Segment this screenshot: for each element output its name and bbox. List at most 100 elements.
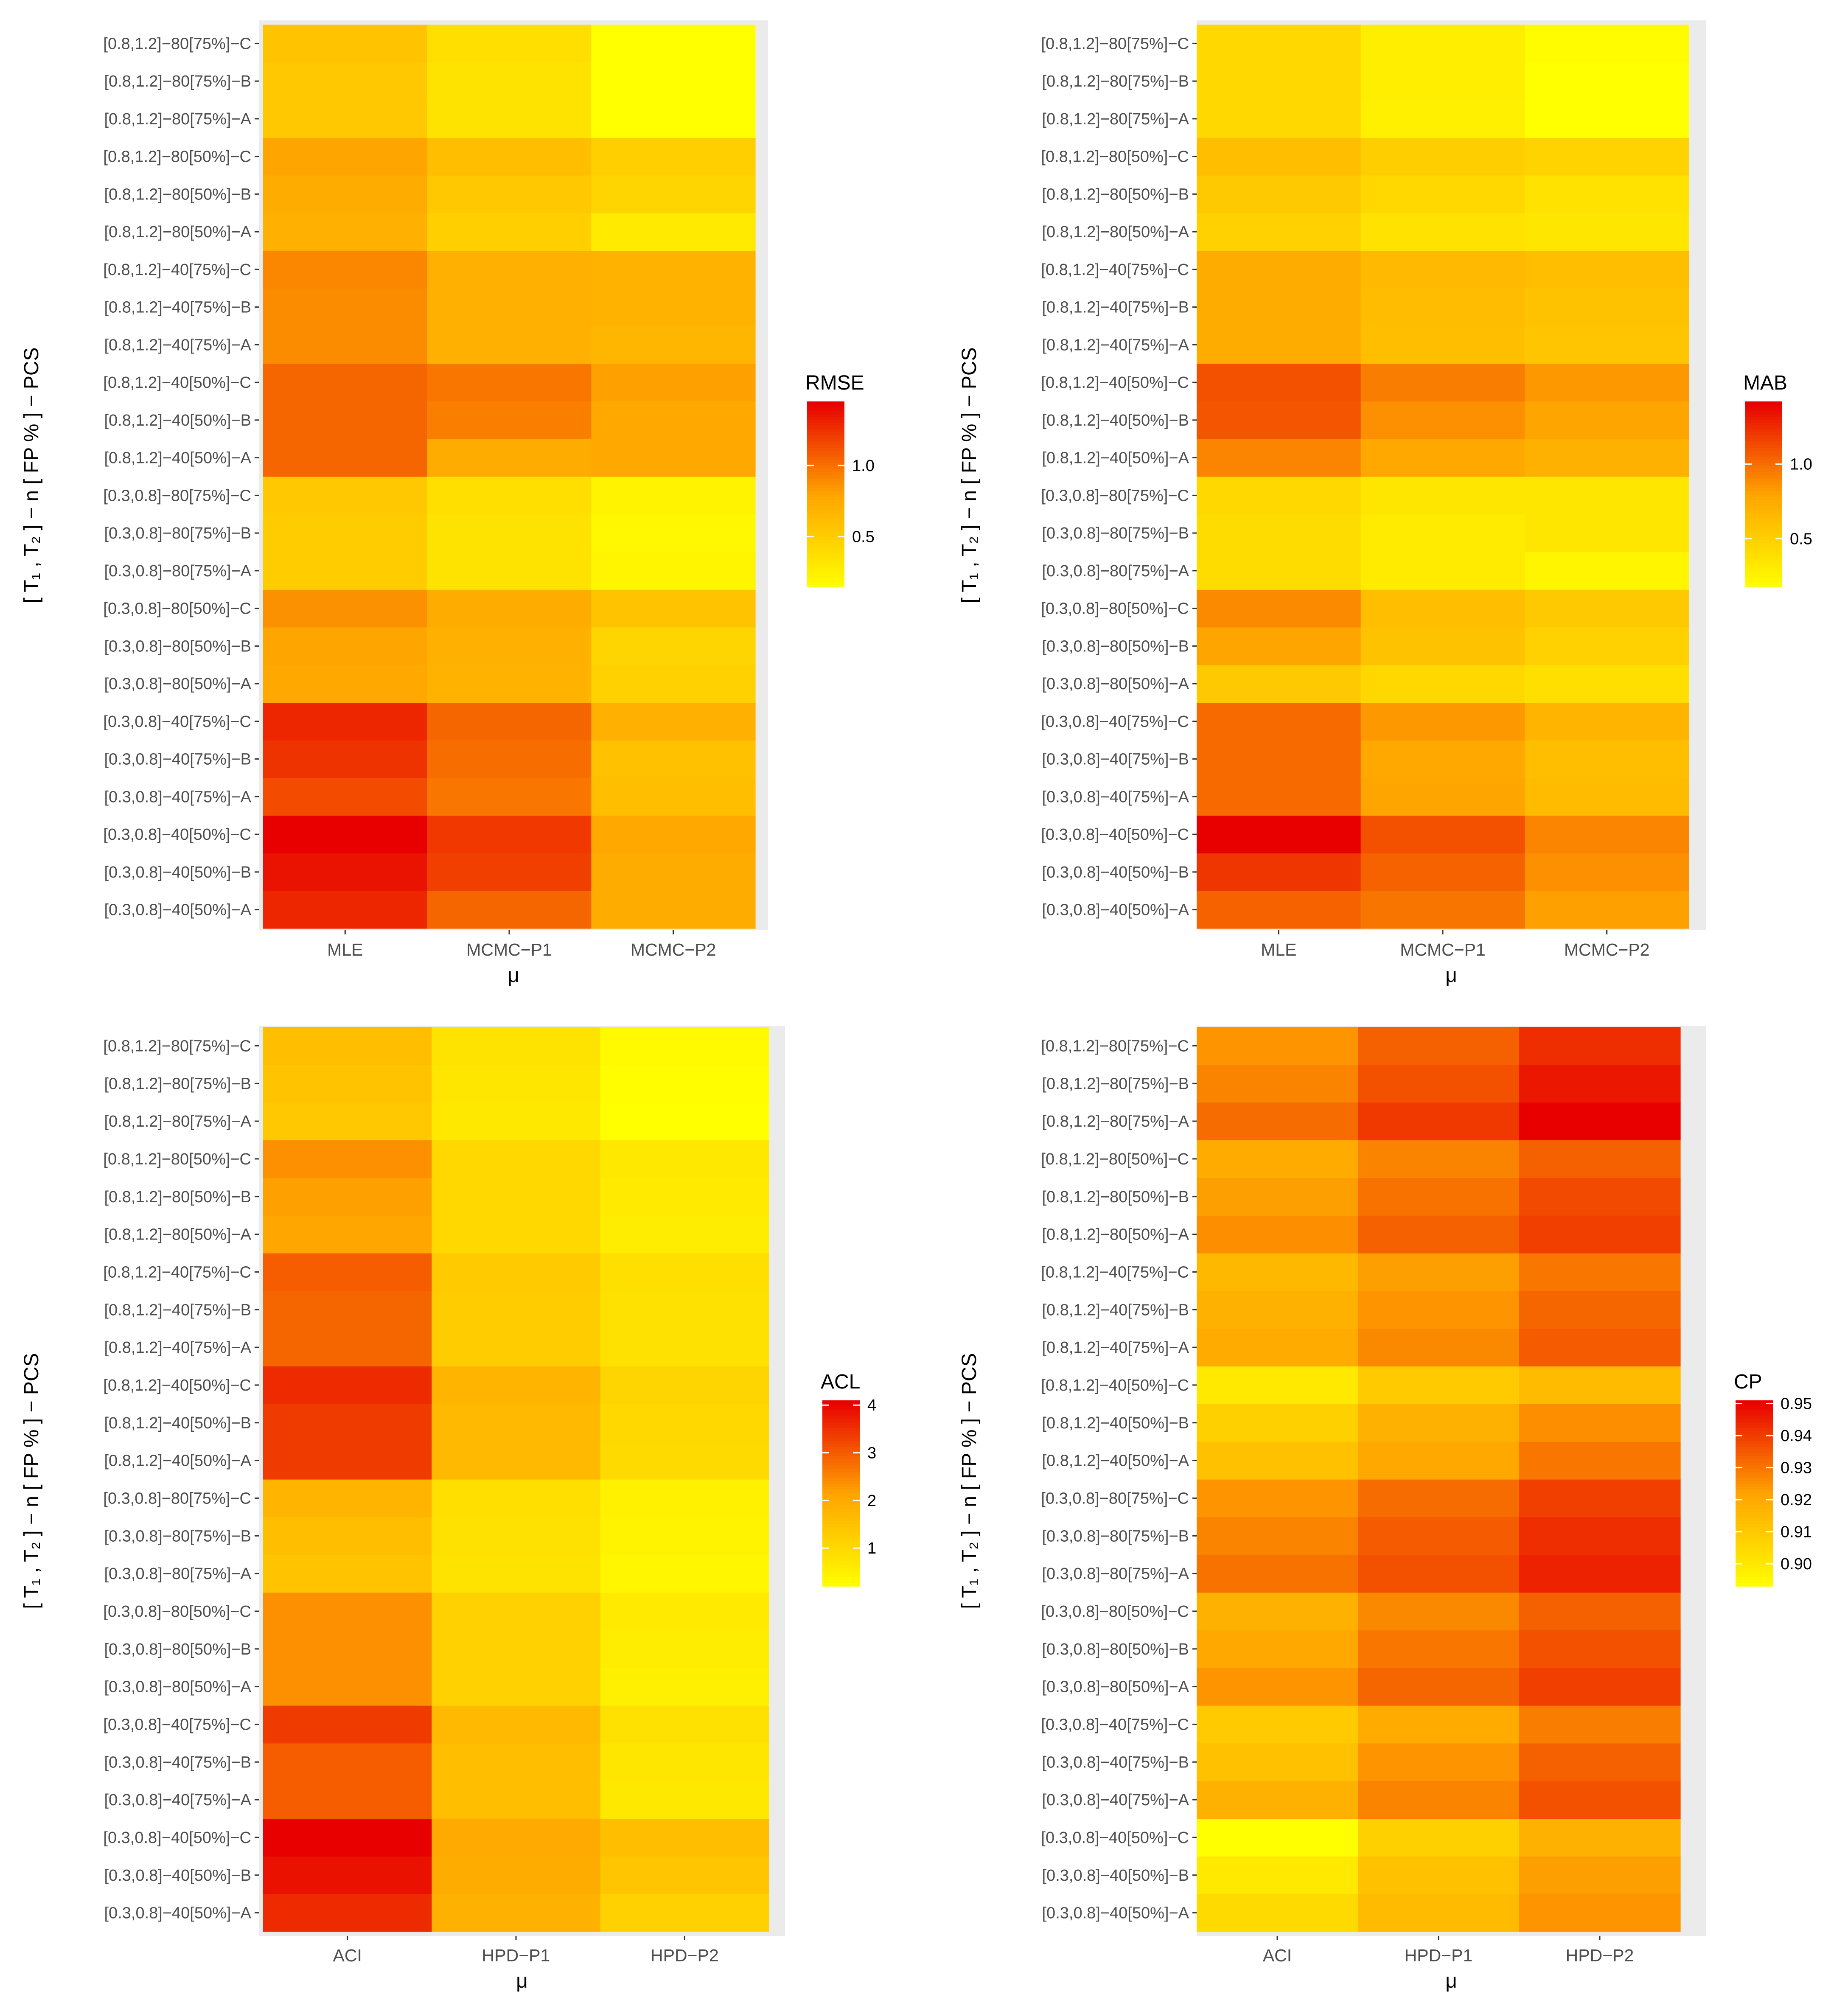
- heatmap-cell: [1197, 589, 1361, 628]
- y-tick-label: [0.3,0.8]−80[50%]−A: [1042, 1678, 1189, 1696]
- colorbar-segment: [807, 454, 844, 457]
- colorbar-segment: [822, 1558, 860, 1562]
- heatmap-cell: [263, 477, 428, 515]
- legend-tick-label: 0.5: [1790, 530, 1812, 548]
- legend-title: RMSE: [805, 372, 864, 394]
- colorbar-segment: [822, 1515, 860, 1519]
- colorbar-segment: [807, 463, 844, 467]
- heatmap-cell: [263, 1705, 432, 1744]
- heatmap-cell: [1360, 514, 1525, 553]
- heatmap-cell: [1358, 1366, 1520, 1404]
- colorbar-segment: [1736, 1561, 1773, 1565]
- heatmap-cell: [1525, 250, 1689, 289]
- heatmap-cell: [263, 1178, 432, 1216]
- colorbar-segment: [1736, 1546, 1773, 1550]
- heatmap-cell: [432, 1517, 601, 1555]
- colorbar-segment: [1745, 503, 1782, 507]
- heatmap-cell: [600, 1856, 769, 1894]
- heatmap-cell: [1197, 1894, 1358, 1932]
- colorbar-segment: [1736, 1521, 1773, 1525]
- heatmap-cell: [1197, 25, 1361, 63]
- heatmap-cell: [1525, 137, 1689, 176]
- heatmap-cell: [1197, 1818, 1358, 1857]
- y-tick-label: [0.8,1.2]−80[75%]−B: [1042, 1075, 1189, 1093]
- heatmap-panel-acl: [0.3,0.8]−40[50%]−A [0.3,0.8]−40[50%]−B [0…: [20, 1026, 876, 1992]
- colorbar-segment: [1745, 527, 1782, 531]
- y-tick-label: [0.8,1.2]−40[75%]−A: [104, 1339, 252, 1357]
- heatmap-cell: [263, 1743, 432, 1781]
- x-axis-title: μ: [1445, 964, 1457, 987]
- colorbar-segment: [822, 1447, 860, 1450]
- colorbar-segment: [1745, 457, 1782, 460]
- heatmap-cell: [432, 1894, 601, 1932]
- colorbar-segment: [807, 478, 844, 482]
- colorbar-segment: [807, 420, 844, 424]
- y-tick-label: [0.8,1.2]−80[75%]−B: [104, 73, 252, 90]
- x-tick-label: HPD−P1: [1405, 1946, 1473, 1965]
- colorbar-segment: [807, 448, 844, 452]
- colorbar-segment: [807, 558, 844, 562]
- heatmap-cell: [263, 1668, 432, 1706]
- colorbar-segment: [822, 1499, 860, 1503]
- y-tick-label: [0.8,1.2]−40[50%]−B: [104, 1414, 252, 1432]
- colorbar-segment: [822, 1471, 860, 1475]
- y-tick-label: [0.8,1.2]−80[75%]−A: [1042, 110, 1189, 128]
- colorbar-segment: [822, 1564, 860, 1568]
- colorbar-segment: [807, 407, 844, 411]
- heatmap-cell: [1197, 665, 1361, 703]
- colorbar-segment: [1745, 485, 1782, 488]
- y-tick-label: [0.3,0.8]−80[50%]−C: [1041, 600, 1189, 618]
- heatmap-cell: [1519, 1102, 1681, 1141]
- y-tick-label: [0.8,1.2]−40[50%]−A: [1042, 1452, 1189, 1470]
- colorbar-segment: [822, 1537, 860, 1540]
- heatmap-cell: [1197, 250, 1361, 289]
- heatmap-cell: [1525, 589, 1689, 628]
- heatmap-cell: [1197, 891, 1361, 929]
- heatmap-cell: [1197, 1290, 1358, 1329]
- heatmap-cell: [1358, 1668, 1520, 1706]
- colorbar-segment: [822, 1400, 860, 1404]
- colorbar-segment: [822, 1475, 860, 1478]
- y-tick-label: [0.8,1.2]−40[75%]−B: [104, 299, 252, 317]
- heatmap-cell: [1197, 1781, 1358, 1819]
- heatmap-cell: [591, 100, 756, 138]
- heatmap-cell: [1358, 1517, 1520, 1555]
- heatmap-cell: [600, 1102, 769, 1141]
- colorbar-segment: [807, 497, 844, 501]
- colorbar-segment: [822, 1571, 860, 1574]
- heatmap-cell: [600, 1140, 769, 1178]
- colorbar-segment: [1736, 1437, 1773, 1441]
- y-tick-label: [0.3,0.8]−40[75%]−C: [103, 713, 251, 731]
- colorbar-segment: [1745, 549, 1782, 553]
- y-tick-label: [0.3,0.8]−40[75%]−B: [1042, 751, 1189, 768]
- colorbar-segment: [1745, 558, 1782, 562]
- heatmap-tiles: [263, 1027, 769, 1932]
- heatmap-panel-mab: [0.3,0.8]−40[50%]−A [0.3,0.8]−40[50%]−B [0…: [958, 20, 1812, 987]
- heatmap-cell: [1519, 1630, 1681, 1668]
- colorbar-segment: [1736, 1425, 1773, 1429]
- y-tick-label: [0.3,0.8]−80[50%]−A: [1042, 675, 1189, 693]
- legend-tick-label: 0.5: [852, 528, 875, 546]
- y-tick-label: [0.8,1.2]−80[50%]−C: [1041, 1150, 1189, 1168]
- y-tick-label: [0.3,0.8]−40[50%]−C: [103, 826, 251, 844]
- colorbar-segment: [807, 441, 844, 445]
- colorbar-segment: [807, 481, 844, 485]
- colorbar-segment: [1745, 401, 1782, 405]
- y-tick-label: [0.3,0.8]−80[50%]−A: [104, 1678, 252, 1696]
- heatmap-cell: [600, 1592, 769, 1630]
- y-tick-label: [0.8,1.2]−40[50%]−C: [1041, 374, 1189, 392]
- heatmap-cell: [427, 363, 592, 402]
- heatmap-cell: [600, 1630, 769, 1668]
- colorbar-segment: [1736, 1431, 1773, 1435]
- x-axis: MLE MCMC−P1 MCMC−P2: [327, 930, 716, 959]
- colorbar-segment: [1745, 568, 1782, 572]
- heatmap-cell: [1358, 1328, 1520, 1367]
- heatmap-cell: [432, 1215, 601, 1254]
- heatmap-cell: [1525, 62, 1689, 101]
- colorbar-segment: [822, 1577, 860, 1581]
- y-tick-label: [0.8,1.2]−40[50%]−A: [1042, 449, 1189, 467]
- heatmap-cell: [1360, 25, 1525, 63]
- legend-tick-label: 0.92: [1781, 1491, 1812, 1509]
- colorbar-segment: [1736, 1549, 1773, 1553]
- heatmap-cell: [432, 1856, 601, 1894]
